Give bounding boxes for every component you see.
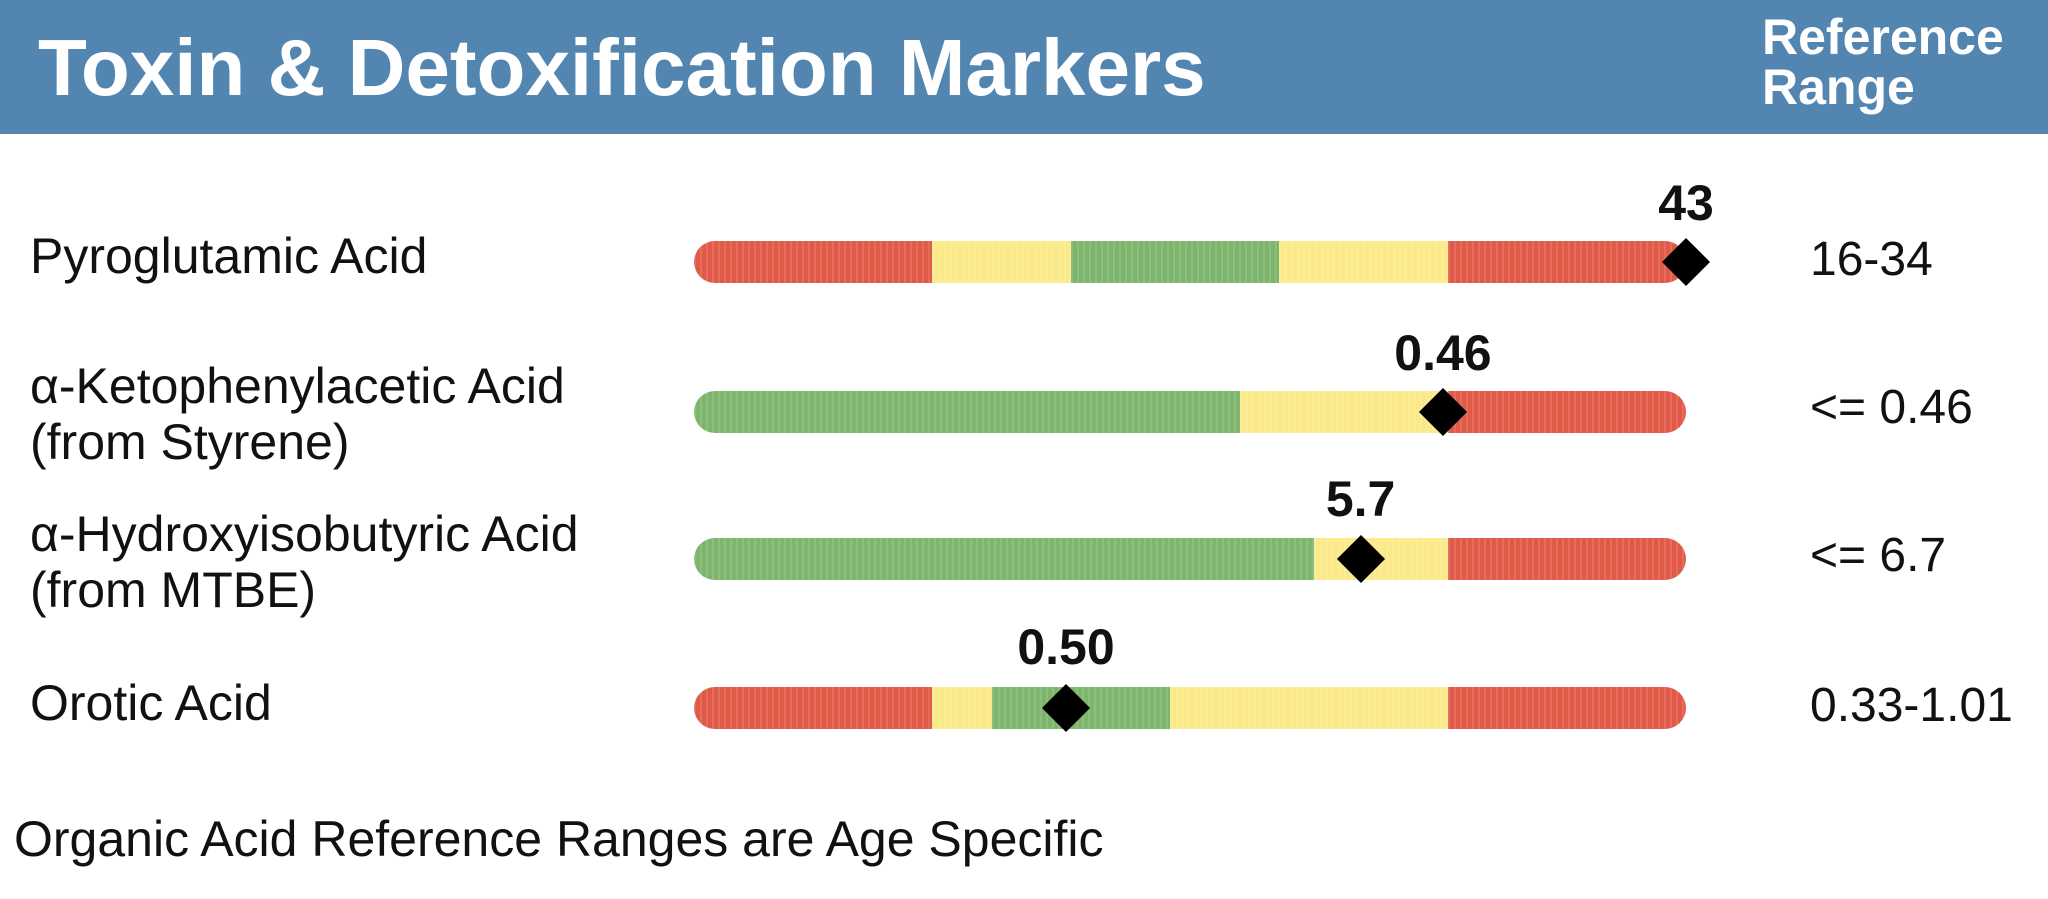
- marker-label-ketophenylacetic-acid: α-Ketophenylacetic Acid (from Styrene): [30, 358, 565, 470]
- range-segment-red: [1447, 241, 1686, 283]
- range-segment-green: [694, 538, 1314, 580]
- reference-range-orotic-acid: 0.33-1.01: [1810, 679, 2013, 732]
- range-segment-green: [991, 687, 1171, 729]
- range-segment-yellow: [1239, 391, 1448, 433]
- marker-value-ketophenylacetic-acid: 0.46: [1394, 325, 1492, 381]
- marker-label-hydroxyisobutyric-acid: α-Hydroxyisobutyric Acid (from MTBE): [30, 506, 579, 618]
- marker-value-hydroxyisobutyric-acid: 5.7: [1325, 471, 1396, 527]
- range-segment-red: [1447, 391, 1686, 433]
- reference-range-pyroglutamic-acid: 16-34: [1810, 233, 1933, 286]
- range-segment-yellow: [932, 687, 992, 729]
- range-segment-green: [1070, 241, 1280, 283]
- range-segment-yellow: [932, 241, 1071, 283]
- reference-heading-line-2: Range: [1762, 59, 1915, 115]
- range-bar-pyroglutamic-acid: [694, 241, 1686, 283]
- marker-label-pyroglutamic-acid: Pyroglutamic Acid: [30, 228, 427, 284]
- section-header: Toxin & Detoxification Markers Reference…: [0, 0, 2048, 134]
- marker-label-orotic-acid: Orotic Acid: [30, 675, 272, 731]
- age-specific-footnote: Organic Acid Reference Ranges are Age Sp…: [14, 811, 1104, 867]
- marker-label-line: α-Ketophenylacetic Acid: [30, 358, 565, 414]
- marker-label-line: (from Styrene): [30, 414, 350, 470]
- marker-label-line: (from MTBE): [30, 562, 317, 618]
- range-bar-hydroxyisobutyric-acid: [694, 538, 1686, 580]
- marker-label-line: Pyroglutamic Acid: [30, 228, 428, 284]
- range-segment-red: [694, 687, 933, 729]
- range-segment-red: [1447, 538, 1686, 580]
- marker-label-line: Orotic Acid: [30, 675, 272, 731]
- range-segment-red: [694, 241, 933, 283]
- section-title: Toxin & Detoxification Markers: [38, 23, 1206, 112]
- reference-range-ketophenylacetic-acid: <= 0.46: [1810, 381, 1973, 434]
- range-bar-ketophenylacetic-acid: [694, 391, 1686, 433]
- marker-value-orotic-acid: 0.50: [1017, 619, 1115, 675]
- range-bar-orotic-acid: [694, 687, 1686, 729]
- reference-range-hydroxyisobutyric-acid: <= 6.7: [1810, 529, 1947, 582]
- range-segment-yellow: [1279, 241, 1448, 283]
- reference-heading-line-1: Reference: [1762, 9, 2004, 65]
- reference-range-heading: Reference Range: [1762, 12, 2004, 112]
- marker-value-pyroglutamic-acid: 43: [1658, 175, 1714, 231]
- range-segment-yellow: [1170, 687, 1448, 729]
- range-segment-red: [1447, 687, 1686, 729]
- marker-label-line: α-Hydroxyisobutyric Acid: [30, 506, 579, 562]
- range-segment-green: [694, 391, 1240, 433]
